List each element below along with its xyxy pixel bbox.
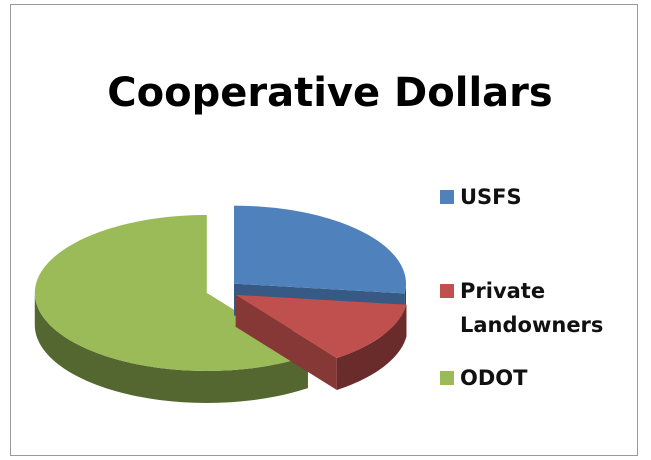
legend-swatch — [440, 284, 454, 298]
legend-item: ODOT — [440, 361, 630, 395]
pie-slice — [234, 205, 406, 294]
legend-swatch — [440, 371, 454, 385]
legend-label: Private Landowners — [460, 279, 604, 337]
slice-side — [336, 304, 407, 390]
slice-side — [34, 292, 308, 403]
slice-side — [235, 294, 337, 390]
legend-swatch — [440, 190, 454, 204]
chart-frame — [10, 4, 638, 456]
legend-label: USFS — [460, 185, 522, 209]
pie-slice — [235, 294, 407, 358]
chart-title: Cooperative Dollars — [107, 70, 552, 116]
pie-slice — [34, 214, 308, 371]
legend-item: USFS — [440, 180, 630, 214]
legend-item: Private Landowners — [440, 274, 620, 342]
legend-label: ODOT — [460, 366, 528, 390]
